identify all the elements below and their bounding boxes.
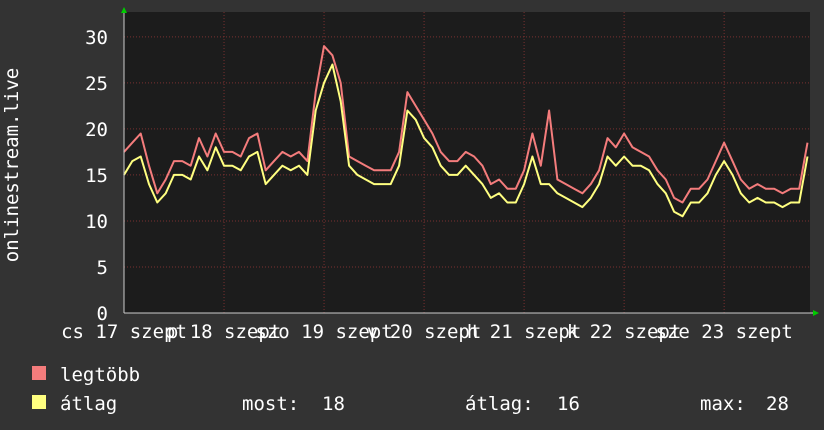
legend-swatch [32, 366, 46, 380]
y-tick-label: 5 [97, 257, 108, 279]
legend-swatch [32, 395, 46, 409]
stat-label: most: [242, 393, 299, 415]
stat-value: 28 [766, 393, 789, 415]
y-tick-label: 10 [85, 211, 108, 233]
stat-value: 18 [322, 393, 345, 415]
grid [123, 12, 810, 314]
stat-value: 16 [557, 393, 580, 415]
lines [123, 45, 809, 218]
x-tick-label: p 18 szept [167, 321, 281, 343]
x-tick-label: h 21 szept [467, 321, 581, 343]
plot-area [124, 12, 810, 313]
stat-label: átlag: [465, 393, 534, 415]
y-axis-label: onlinestream.live [1, 68, 23, 262]
y-tick-label: 25 [85, 73, 108, 95]
legend-label: legtöbb [60, 364, 140, 386]
series-line [123, 63, 809, 218]
legend-label: átlag [60, 393, 117, 415]
x-tick-label: szo 19 szept [255, 321, 392, 343]
x-arrow [813, 310, 819, 316]
y-tick-label: 30 [85, 27, 108, 49]
y-tick-label: 20 [85, 119, 108, 141]
x-tick-label: sze 23 szept [656, 321, 793, 343]
series-line [123, 45, 809, 204]
x-tick-label: cs 17 szept [61, 321, 187, 343]
x-tick-label: k 22 szept [567, 321, 681, 343]
x-tick-label: v 20 szept [367, 321, 481, 343]
y-tick-label: 15 [85, 165, 108, 187]
y-tick-label: 0 [97, 303, 108, 325]
stat-label: max: [700, 393, 746, 415]
y-arrow [121, 7, 127, 13]
